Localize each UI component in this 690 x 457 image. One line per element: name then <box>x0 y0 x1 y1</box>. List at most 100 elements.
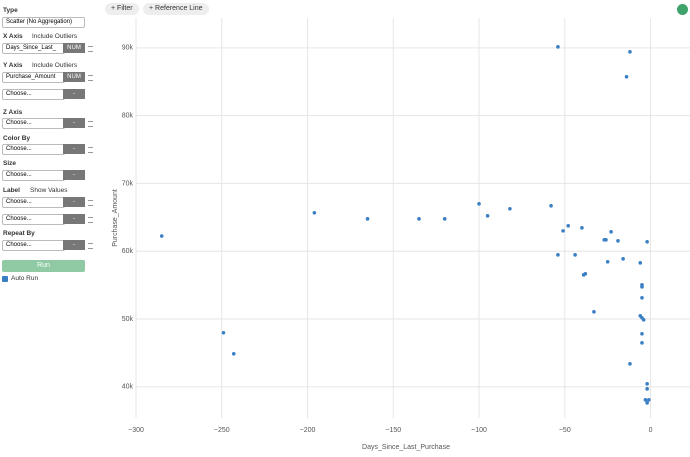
show-values[interactable]: Show Values <box>30 187 68 194</box>
type-select[interactable]: Scatter (No Aggregation) <box>2 17 85 28</box>
size-button[interactable]: - <box>63 170 85 180</box>
point <box>477 201 481 206</box>
size-label: Size <box>3 160 17 167</box>
point <box>602 238 607 242</box>
menu-icon[interactable] <box>88 46 93 52</box>
point <box>561 229 565 233</box>
point <box>638 314 643 318</box>
point <box>609 230 613 234</box>
point <box>645 387 649 391</box>
menu-icon[interactable] <box>88 147 93 153</box>
point <box>641 318 646 322</box>
point <box>616 239 620 243</box>
point <box>645 401 649 405</box>
reference-line-text: Reference Line <box>155 5 203 12</box>
menu-icon[interactable] <box>88 243 93 249</box>
y-column[interactable]: Purchase_Amount <box>2 72 65 83</box>
x-tick-label: 0 <box>649 427 653 434</box>
filter-button[interactable]: + Filter <box>105 3 139 15</box>
repeat-select[interactable]: Choose... <box>2 240 65 251</box>
point <box>628 362 632 366</box>
point <box>566 223 571 228</box>
filter-text: Filter <box>117 5 133 12</box>
point <box>583 271 588 276</box>
y-tick-label: 70k <box>122 180 134 187</box>
point <box>485 214 490 218</box>
color-button[interactable]: - <box>63 144 85 154</box>
point <box>640 341 644 345</box>
point <box>640 315 644 320</box>
point <box>556 253 560 257</box>
point <box>581 273 586 277</box>
x-tick-label: −50 <box>559 427 571 434</box>
label-select[interactable]: Choose... <box>2 197 65 208</box>
menu-icon[interactable] <box>88 121 93 127</box>
x-tick-label: −150 <box>385 427 401 434</box>
point <box>442 217 447 221</box>
point <box>624 74 629 79</box>
point <box>221 330 226 335</box>
auto-run-check[interactable] <box>2 276 8 282</box>
x-axis-label: X Axis <box>3 33 23 40</box>
type-label: Type <box>3 7 18 14</box>
y-extra-select[interactable]: Choose... <box>2 89 65 100</box>
user-icon[interactable] <box>677 4 688 15</box>
point <box>556 45 560 49</box>
point <box>645 239 649 244</box>
y-outliers[interactable]: Include Outliers <box>32 62 78 69</box>
point <box>645 382 649 386</box>
y-type[interactable]: NUM <box>63 72 85 82</box>
size-select[interactable]: Choose... <box>2 170 65 181</box>
y-tick-label: 90k <box>122 45 134 52</box>
point <box>592 310 596 314</box>
label-button[interactable]: - <box>63 214 85 224</box>
point <box>365 217 370 221</box>
point <box>640 295 644 300</box>
x-tick-label: −200 <box>300 427 316 434</box>
repeat-button[interactable]: - <box>63 240 85 250</box>
point <box>643 398 648 402</box>
point <box>508 206 512 211</box>
z-axis-label: Z Axis <box>3 109 23 116</box>
run-button[interactable]: Run <box>2 260 85 272</box>
label-button[interactable]: - <box>63 197 85 207</box>
x-axis-title: Days_Since_Last_Purchase <box>362 444 450 451</box>
point <box>640 283 644 287</box>
x-tick-label: −300 <box>128 427 144 434</box>
point <box>312 210 317 215</box>
label-select[interactable]: Choose... <box>2 214 65 225</box>
z-select[interactable]: Choose... <box>2 118 65 129</box>
point <box>573 253 577 257</box>
y-tick-label: 80k <box>122 112 134 119</box>
point <box>580 226 584 230</box>
point <box>638 261 643 265</box>
color-by-label: Color By <box>3 135 31 142</box>
y-tick-label: 50k <box>122 316 134 323</box>
repeat-by-label: Repeat By <box>3 230 35 237</box>
point <box>159 234 164 238</box>
point <box>621 257 625 261</box>
point <box>647 398 651 402</box>
z-button[interactable]: - <box>63 118 85 128</box>
label-label: Label <box>3 187 20 194</box>
point <box>549 203 553 208</box>
x-tick-label: −100 <box>471 427 487 434</box>
y-extra-button[interactable]: - <box>63 89 85 99</box>
y-axis-label: Y Axis <box>3 62 23 69</box>
x-outliers[interactable]: Include Outliers <box>32 33 78 40</box>
menu-icon[interactable] <box>88 217 93 223</box>
x-type[interactable]: NUM <box>63 43 85 53</box>
color-select[interactable]: Choose... <box>2 144 65 155</box>
y-tick-label: 40k <box>122 384 134 391</box>
point <box>417 217 421 221</box>
reference-line-button[interactable]: + Reference Line <box>143 3 209 15</box>
y-tick-label: 60k <box>122 248 134 255</box>
point <box>628 50 632 54</box>
menu-icon[interactable] <box>88 200 93 206</box>
point <box>640 331 644 336</box>
x-column[interactable]: Days_Since_Last_ <box>2 43 65 54</box>
menu-icon[interactable] <box>88 75 93 81</box>
y-axis-title: Purchase_Amount <box>112 189 119 247</box>
